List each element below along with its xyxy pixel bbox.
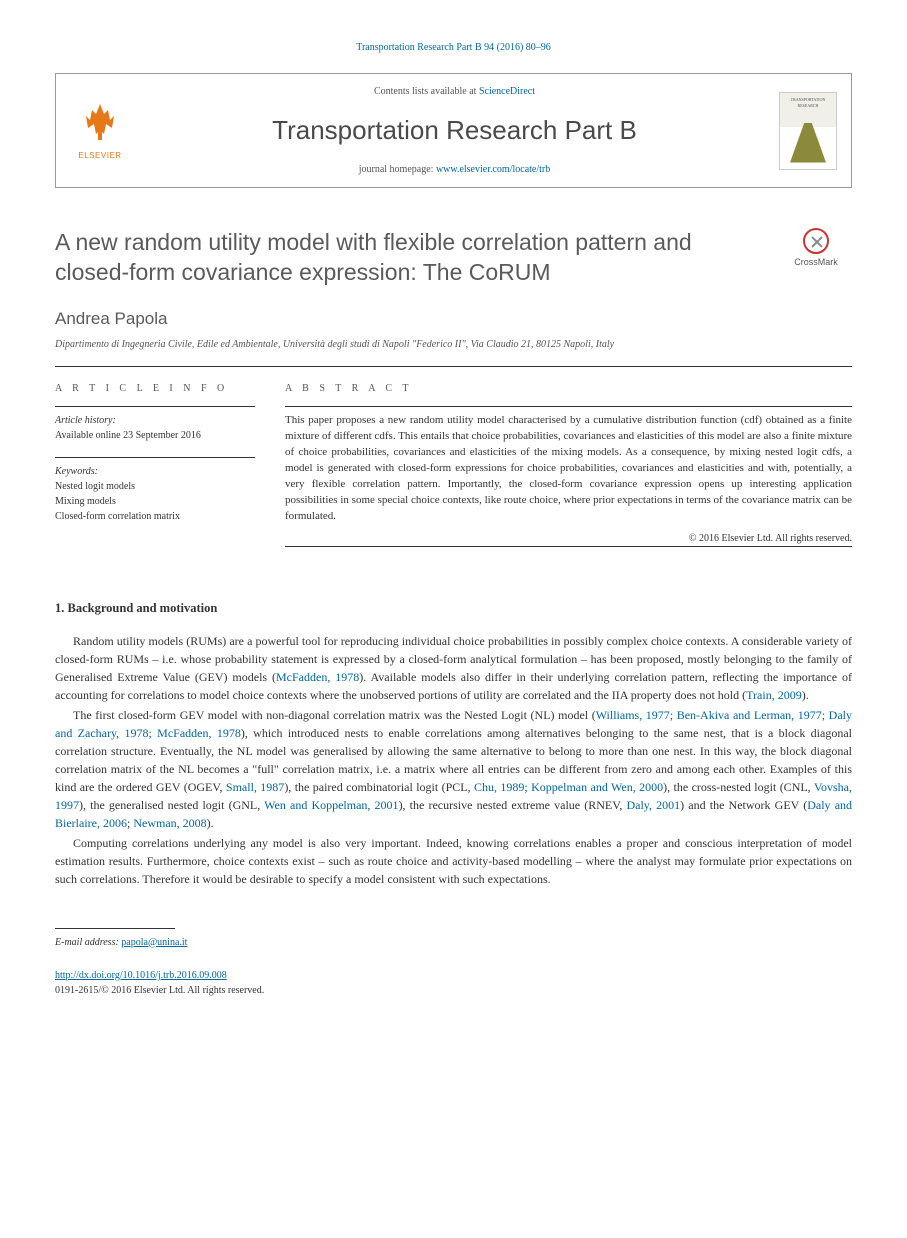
body-paragraph-1: Random utility models (RUMs) are a power… (55, 632, 852, 704)
page-footer: E-mail address: papola@unina.it http://d… (55, 928, 852, 998)
text-run: ), the paired combinatorial logit (PCL, (284, 780, 474, 794)
article-history-value: Available online 23 September 2016 (55, 428, 255, 443)
homepage-link[interactable]: www.elsevier.com/locate/trb (436, 164, 550, 175)
author-email-link[interactable]: papola@unina.it (121, 937, 187, 948)
text-run: The first closed-form GEV model with non… (73, 708, 596, 722)
sciencedirect-link[interactable]: ScienceDirect (479, 86, 535, 97)
abstract-copyright: © 2016 Elsevier Ltd. All rights reserved… (285, 531, 852, 546)
text-run: ), the recursive nested extreme value (R… (399, 798, 627, 812)
section-1-heading: 1. Background and motivation (55, 599, 852, 618)
homepage-prefix: journal homepage: (359, 164, 436, 175)
citation-link[interactable]: Chu, 1989; Koppelman and Wen, 2000 (474, 780, 663, 794)
elsevier-logo: ELSEVIER (70, 100, 130, 162)
keyword-item: Nested logit models (55, 479, 255, 494)
contents-available-line: Contents lists available at ScienceDirec… (130, 84, 779, 99)
elsevier-text: ELSEVIER (70, 150, 130, 162)
text-run: ), the cross-nested logit (CNL, (663, 780, 814, 794)
citation-link[interactable]: Train, 2009 (746, 688, 802, 702)
journal-cover-text: TRANSPORTATION RESEARCH (782, 97, 834, 109)
text-run: ). (207, 816, 214, 830)
citation-link[interactable]: Newman, 2008 (133, 816, 206, 830)
body-paragraph-2: The first closed-form GEV model with non… (55, 706, 852, 832)
keywords-label: Keywords: (55, 464, 255, 479)
article-title: A new random utility model with flexible… (55, 228, 760, 288)
abstract-column: A B S T R A C T This paper proposes a ne… (285, 381, 852, 553)
text-run: ), the generalised nested logit (GNL, (79, 798, 264, 812)
homepage-line: journal homepage: www.elsevier.com/locat… (130, 162, 779, 177)
doi-link[interactable]: http://dx.doi.org/10.1016/j.trb.2016.09.… (55, 970, 227, 981)
divider (55, 366, 852, 367)
crossmark-label: CrossMark (794, 257, 838, 267)
contents-prefix: Contents lists available at (374, 86, 479, 97)
issn-copyright-line: 0191-2615/© 2016 Elsevier Ltd. All right… (55, 983, 852, 998)
keyword-item: Closed-form correlation matrix (55, 509, 255, 524)
citation-link[interactable]: Daly, 2001 (626, 798, 680, 812)
citation-link[interactable]: Wen and Koppelman, 2001 (264, 798, 398, 812)
article-info-heading: A R T I C L E I N F O (55, 381, 255, 396)
crossmark-badge[interactable]: CrossMark (780, 228, 852, 270)
article-info-column: A R T I C L E I N F O Article history: A… (55, 381, 255, 553)
abstract-heading: A B S T R A C T (285, 381, 852, 396)
citation-link[interactable]: McFadden, 1978 (276, 670, 359, 684)
author-affiliation: Dipartimento di Ingegneria Civile, Edile… (55, 337, 852, 352)
text-run: ). (802, 688, 809, 702)
text-run: ) and the Network GEV ( (680, 798, 807, 812)
abstract-text: This paper proposes a new random utility… (285, 413, 852, 525)
elsevier-tree-icon (70, 100, 130, 150)
body-paragraph-3: Computing correlations underlying any mo… (55, 834, 852, 888)
keyword-item: Mixing models (55, 494, 255, 509)
journal-reference: Transportation Research Part B 94 (2016)… (55, 40, 852, 55)
citation-link[interactable]: Small, 1987 (226, 780, 284, 794)
article-history-label: Article history: (55, 413, 255, 428)
email-label: E-mail address: (55, 937, 121, 948)
masthead: ELSEVIER Contents lists available at Sci… (55, 73, 852, 188)
author-name: Andrea Papola (55, 306, 852, 332)
journal-title: Transportation Research Part B (130, 111, 779, 150)
crossmark-icon (803, 228, 829, 254)
journal-cover-thumbnail: TRANSPORTATION RESEARCH (779, 92, 837, 170)
